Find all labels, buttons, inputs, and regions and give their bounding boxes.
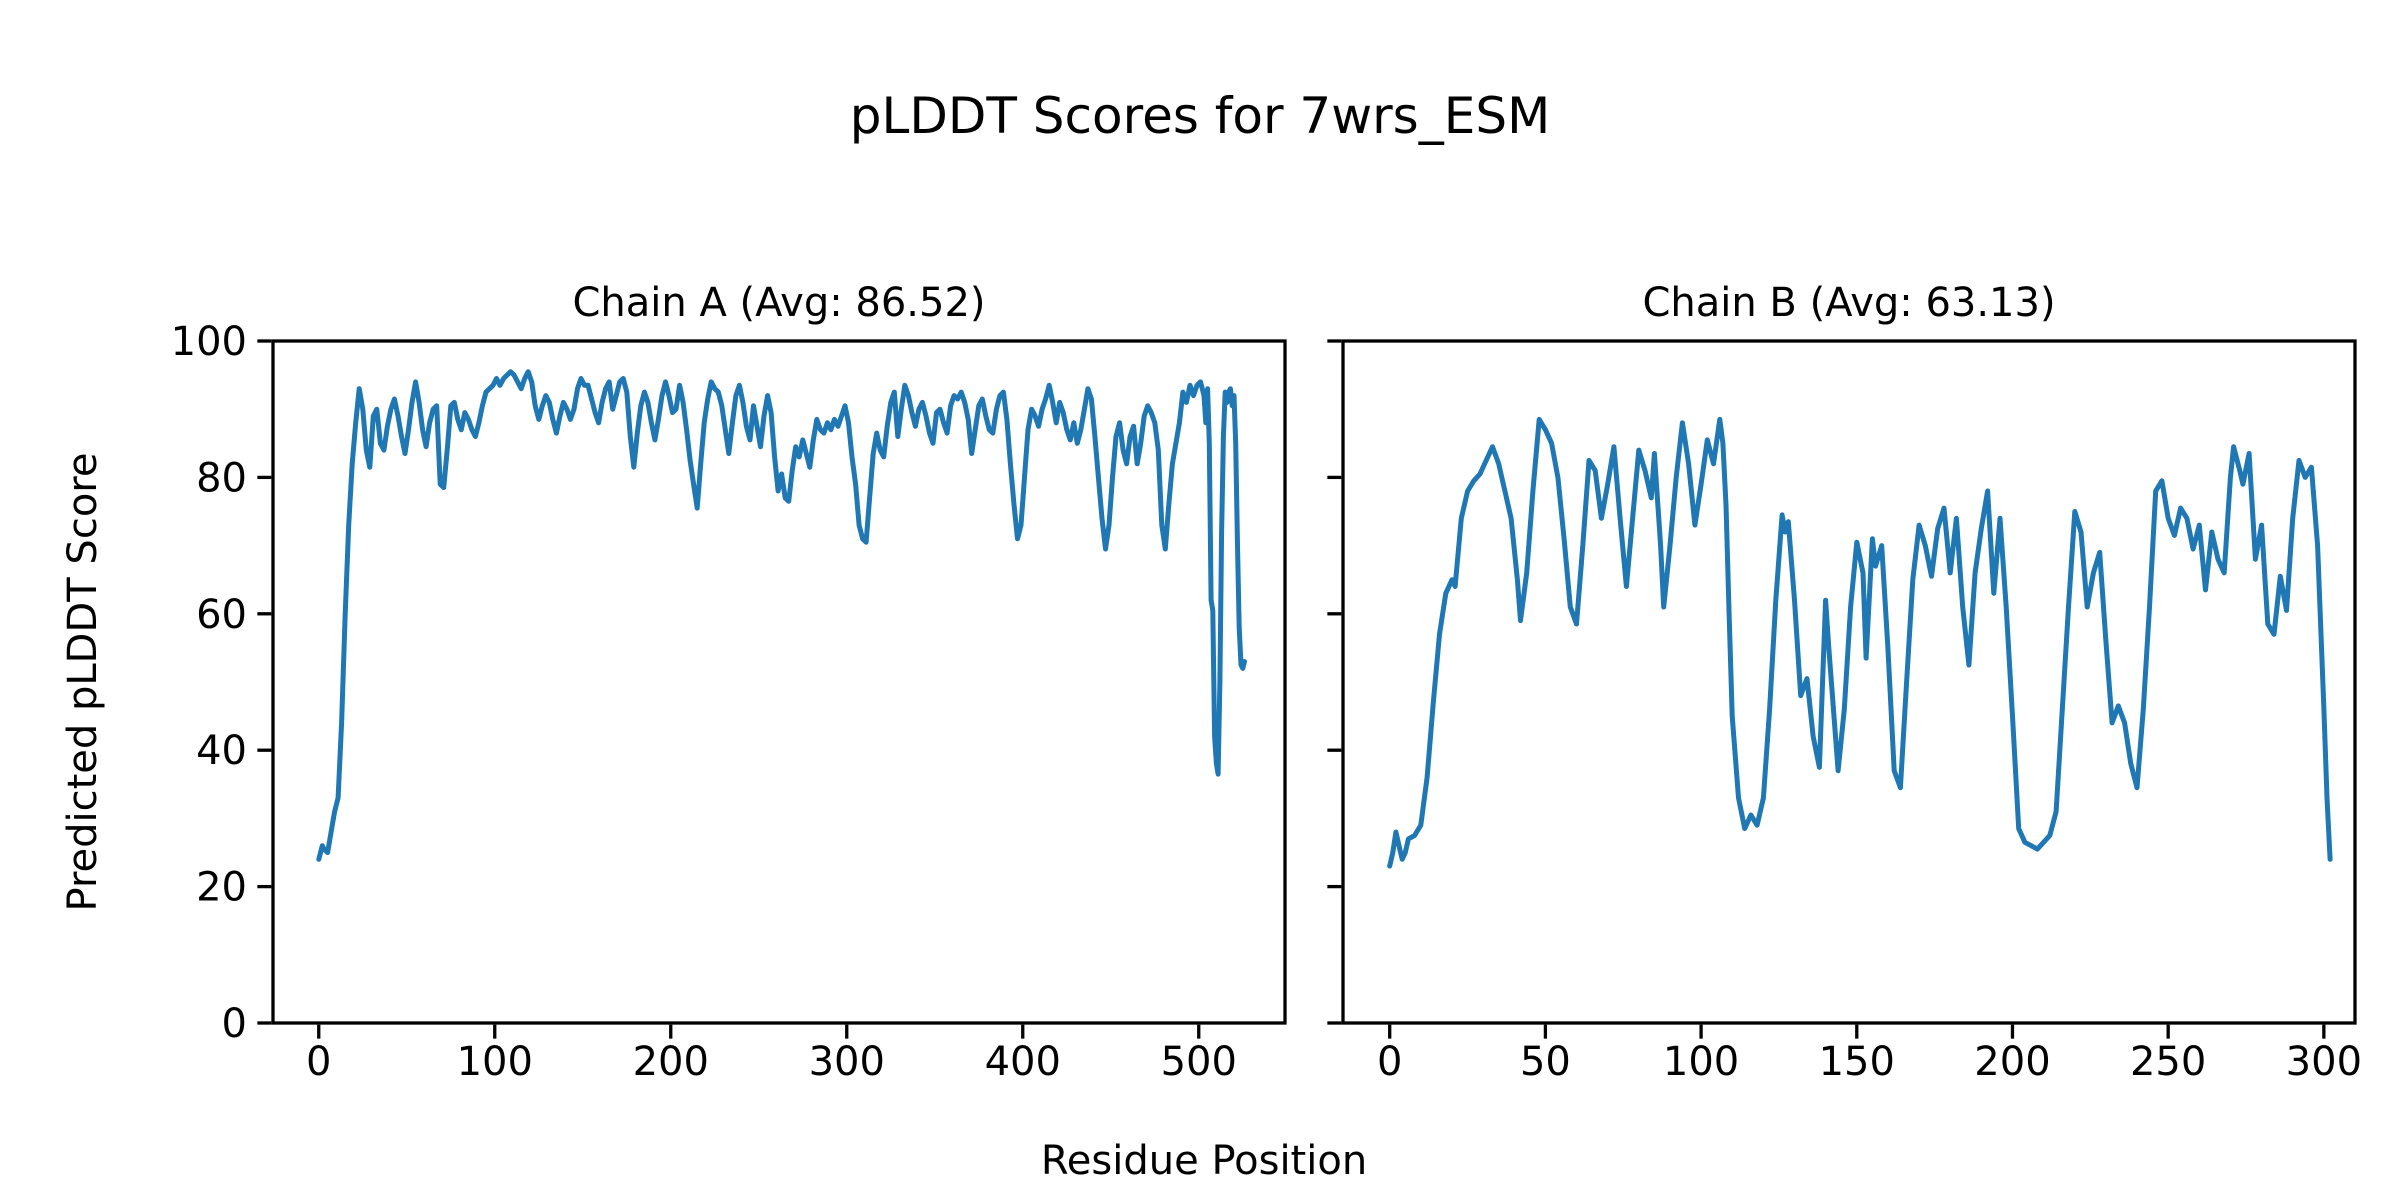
y-tick-label: 100 [171,319,247,365]
y-tick-label: 0 [222,1001,247,1047]
x-tick-label-chain-a: 300 [809,1039,885,1085]
axes-spines-chain-a [271,339,1287,1025]
x-tick-label-chain-a: 0 [306,1039,331,1085]
x-tick-label-chain-a: 200 [633,1039,709,1085]
x-tick-label-chain-b: 300 [2286,1039,2362,1085]
chain-a-title: Chain A (Avg: 86.52) [572,280,986,326]
x-tick-label-chain-b: 150 [1819,1039,1895,1085]
plddt-line-chain-a [316,369,1247,862]
x-tick-label-chain-a: 400 [985,1039,1061,1085]
y-tick-label: 20 [196,865,247,911]
x-tick-label-chain-a: 500 [1161,1039,1237,1085]
x-axis-label: Residue Position [1040,1138,1368,1184]
x-tick-label-chain-b: 50 [1520,1039,1571,1085]
x-tick-label-chain-b: 0 [1377,1039,1402,1085]
y-tick-label: 80 [196,455,247,501]
x-tick-label-chain-b: 100 [1663,1039,1739,1085]
chain-b-title: Chain B (Avg: 63.13) [1642,280,2056,326]
y-axis-label: Predicted pLDDT Score [60,452,106,912]
figure-title: pLDDT Scores for 7wrs_ESM [849,87,1551,145]
x-tick-label-chain-b: 250 [2130,1039,2206,1085]
y-tick-label: 60 [196,592,247,638]
axes-spines-chain-b [1341,339,2357,1025]
plddt-line-chain-b [1387,416,2333,869]
x-tick-label-chain-b: 200 [1974,1039,2050,1085]
y-tick-label: 40 [196,728,247,774]
x-tick-label-chain-a: 100 [457,1039,533,1085]
